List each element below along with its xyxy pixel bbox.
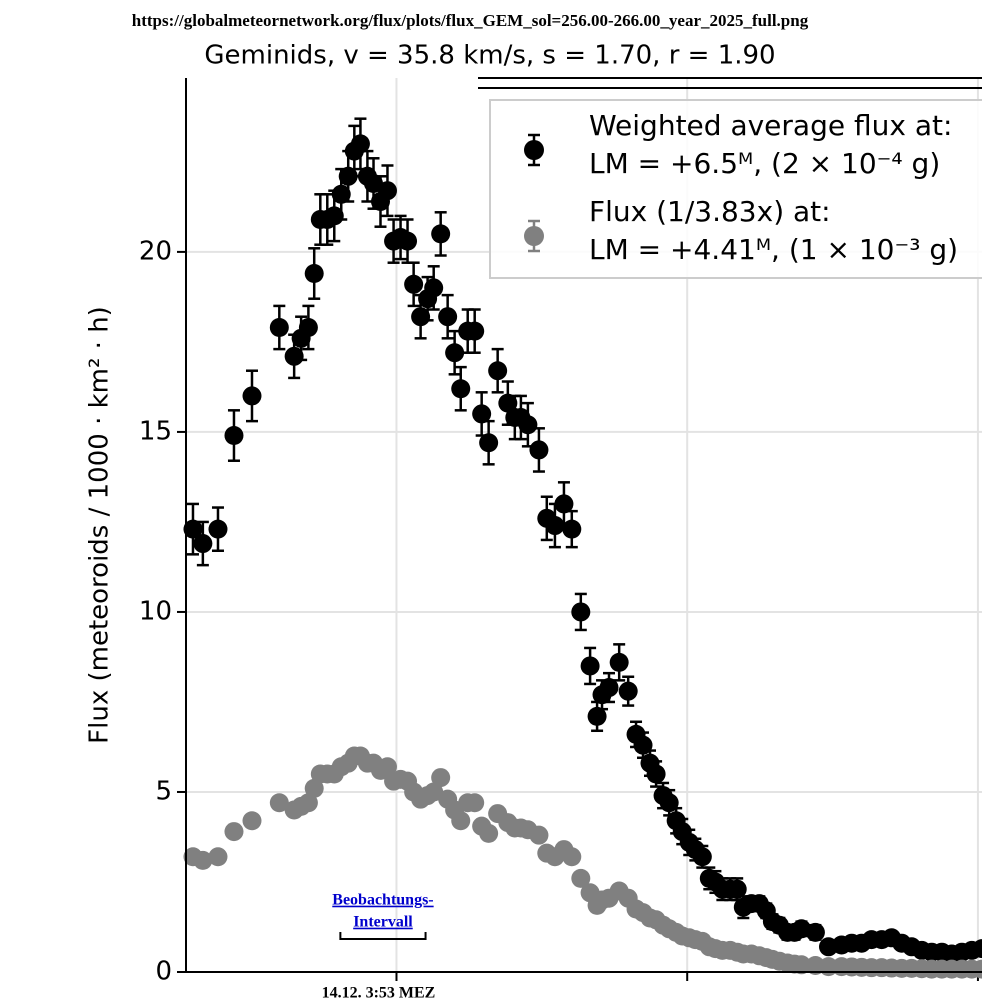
data-point — [404, 274, 424, 294]
data-point — [350, 134, 370, 154]
data-point — [208, 519, 228, 539]
data-point — [338, 166, 358, 186]
data-point — [479, 433, 499, 453]
data-point — [377, 757, 397, 777]
legend-line: LM = +6.5ᴹ, (2 × 10⁻⁴ g) — [589, 147, 940, 180]
data-point — [269, 318, 289, 338]
source-url: https://globalmeteornetwork.org/flux/plo… — [132, 11, 809, 30]
chart-title: Geminids, v = 35.8 km/s, s = 1.70, r = 1… — [204, 41, 775, 71]
data-point — [193, 850, 213, 870]
data-point — [424, 278, 444, 298]
data-point — [972, 939, 982, 959]
data-point — [571, 602, 591, 622]
data-point — [451, 811, 471, 831]
data-point — [242, 811, 262, 831]
data-point — [727, 879, 747, 899]
interval-bracket — [339, 932, 427, 940]
annotation-text: Intervall — [353, 914, 413, 931]
y-tick-label: 20 — [139, 236, 172, 266]
legend-marker — [524, 226, 544, 246]
y-tick-label: 10 — [139, 596, 172, 626]
data-point — [451, 379, 471, 399]
data-point — [562, 519, 582, 539]
data-point — [445, 343, 465, 363]
data-point — [465, 793, 485, 813]
data-point — [805, 922, 825, 942]
data-point — [479, 823, 499, 843]
data-point — [438, 307, 458, 327]
legend-line: Flux (1/3.83x) at: — [589, 195, 831, 228]
data-point — [587, 706, 607, 726]
data-point — [562, 847, 582, 867]
data-point — [692, 847, 712, 867]
legend-label: Flux (1/3.83x) at: LM = +4.41ᴹ, (1 × 10⁻³… — [589, 195, 958, 266]
data-point — [183, 519, 203, 539]
legend-line: Weighted average flux at: — [589, 109, 952, 142]
data-point — [398, 231, 418, 251]
y-axis-label: Flux (meteoroids / 1000 · km² · h) — [85, 306, 115, 744]
data-point — [472, 404, 492, 424]
data-point — [304, 264, 324, 284]
data-point — [609, 652, 629, 672]
data-point — [431, 224, 451, 244]
data-point — [331, 184, 351, 204]
data-point — [298, 793, 318, 813]
y-tick-label: 0 — [155, 957, 172, 987]
data-point — [424, 782, 444, 802]
data-point — [571, 868, 591, 888]
data-point — [529, 825, 549, 845]
data-point — [304, 778, 324, 798]
legend-line: LM = +4.41ᴹ, (1 × 10⁻³ g) — [589, 233, 958, 266]
data-point — [599, 678, 619, 698]
data-point — [529, 440, 549, 460]
data-point — [618, 681, 638, 701]
data-point — [193, 534, 213, 554]
data-point — [518, 415, 538, 435]
data-point — [791, 955, 811, 975]
data-point — [646, 764, 666, 784]
data-point — [298, 318, 318, 338]
data-point — [224, 426, 244, 446]
data-point — [465, 321, 485, 341]
data-point — [377, 181, 397, 201]
data-point — [488, 361, 508, 381]
annotation-text: Beobachtungs- — [332, 892, 433, 909]
legend-box — [489, 99, 982, 279]
data-point — [545, 516, 565, 536]
y-tick-label: 15 — [139, 416, 172, 446]
data-point — [498, 393, 518, 413]
data-point — [269, 793, 289, 813]
data-point — [554, 494, 574, 514]
data-point — [224, 822, 244, 842]
data-point — [972, 959, 982, 979]
data-point — [364, 173, 384, 193]
y-tick-label: 5 — [155, 776, 172, 806]
data-point — [431, 768, 451, 788]
data-point — [580, 656, 600, 676]
legend-label: Weighted average flux at: LM = +6.5ᴹ, (2 … — [589, 109, 952, 180]
legend-marker — [524, 140, 544, 160]
data-point — [208, 847, 228, 867]
data-point — [242, 386, 262, 406]
x-tick-label: 14.12. 3:53 MEZ — [322, 985, 436, 1000]
